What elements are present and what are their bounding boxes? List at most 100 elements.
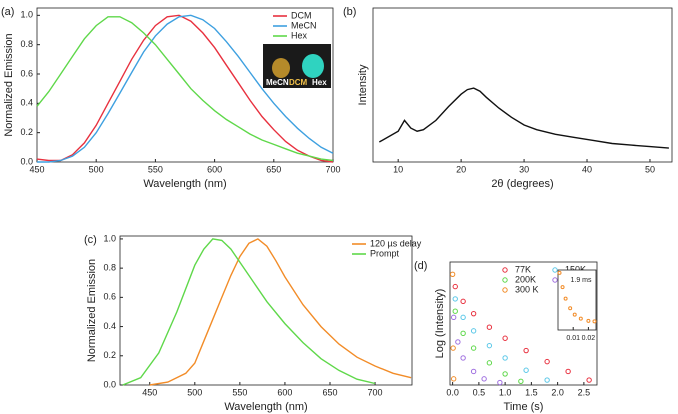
y-tick-label: 0.2	[20, 127, 33, 137]
y-tick-label: 1.0	[20, 10, 33, 20]
y-tick-label: 0.0	[103, 379, 116, 389]
x-tick-label: 500	[187, 387, 202, 397]
legend-label: 300 K	[515, 284, 539, 294]
x-tick-label: 1.5	[525, 387, 538, 397]
point	[544, 358, 550, 365]
legend-swatch	[502, 267, 508, 273]
point	[502, 371, 508, 377]
line	[37, 14, 334, 163]
point	[449, 271, 456, 277]
line	[149, 238, 412, 386]
legend-label: MeCN	[291, 20, 317, 30]
y-axis-label: Intensity	[357, 64, 369, 105]
point	[592, 319, 597, 324]
vial	[302, 54, 324, 78]
legend-label: 77K	[515, 264, 531, 274]
point	[450, 314, 457, 321]
point	[523, 347, 529, 354]
panel-label: (a)	[1, 6, 14, 18]
legend-swatch	[552, 267, 558, 273]
panel-label: (c)	[84, 234, 97, 246]
y-axis-label: Normalized Emission	[3, 33, 15, 136]
point	[568, 306, 573, 311]
x-tick-label: 40	[582, 164, 592, 174]
x-tick-label: 700	[325, 164, 340, 174]
panel-label: (b)	[343, 6, 356, 18]
point	[486, 360, 493, 366]
x-axis-label: Wavelength (nm)	[143, 178, 226, 190]
plot-frame	[372, 7, 673, 163]
x-axis-label: Wavelength (nm)	[224, 401, 307, 413]
y-tick-label: 0.0	[20, 156, 33, 166]
y-tick-label: 1.0	[103, 233, 116, 243]
x-tick-label: 10	[393, 164, 403, 174]
inset-label: MeCN	[266, 78, 289, 87]
y-axis-label: Log (Intensity)	[434, 289, 446, 359]
point	[460, 355, 466, 361]
x-tick-label: 20	[456, 164, 466, 174]
x-tick-label: 600	[277, 387, 292, 397]
x-tick-label: 450	[29, 164, 44, 174]
y-tick-label: 0.2	[103, 350, 116, 360]
y-tick-label: 0.6	[103, 292, 116, 302]
point	[481, 376, 487, 382]
legend-swatch	[502, 287, 508, 293]
x-tick-label: 0.02	[582, 335, 596, 342]
y-tick-label: 0.4	[20, 98, 33, 108]
x-tick-label: 1.0	[499, 387, 512, 397]
x-tick-label: 2.5	[578, 387, 591, 397]
point	[518, 378, 524, 385]
point	[452, 296, 458, 302]
point	[470, 345, 477, 351]
point	[497, 379, 503, 386]
legend-label: DCM	[291, 10, 312, 20]
legend-swatch	[502, 277, 508, 283]
point	[450, 376, 457, 382]
point	[502, 355, 508, 361]
point	[460, 298, 466, 305]
vial	[272, 58, 290, 78]
point	[450, 345, 456, 351]
y-tick-label: 0.6	[20, 68, 33, 78]
x-tick-label: 550	[232, 387, 247, 397]
point	[460, 314, 466, 321]
legend-swatch	[552, 277, 558, 283]
line	[122, 238, 376, 386]
x-tick-label: 550	[148, 164, 163, 174]
point	[452, 308, 458, 314]
x-axis-label: Time (s)	[504, 401, 544, 413]
x-tick-label: 700	[368, 387, 383, 397]
point	[470, 310, 477, 317]
point	[455, 339, 461, 345]
point	[563, 296, 568, 301]
y-tick-label: 0.8	[103, 263, 116, 273]
point	[460, 330, 466, 337]
point	[578, 316, 583, 321]
point	[586, 318, 591, 323]
point	[572, 312, 577, 317]
line	[36, 14, 334, 163]
point	[560, 285, 565, 290]
x-tick-label: 0.5	[473, 387, 486, 397]
x-tick-label: 500	[89, 164, 104, 174]
point	[470, 368, 477, 375]
x-tick-label: 600	[207, 164, 222, 174]
legend-label: Hex	[291, 30, 308, 40]
annotation: 1.9 ms	[570, 277, 592, 284]
inset-label: Hex	[312, 78, 327, 87]
line	[36, 16, 334, 162]
y-tick-label: 0.8	[20, 39, 33, 49]
x-tick-label: 0.0	[446, 387, 459, 397]
legend-label: 150K	[565, 264, 586, 274]
x-tick-label: 650	[322, 387, 337, 397]
point	[452, 283, 458, 290]
point	[565, 368, 571, 375]
point	[544, 377, 550, 383]
x-tick-label: 0.01	[566, 335, 580, 342]
y-tick-label: 0.4	[103, 321, 116, 331]
point	[523, 367, 529, 373]
legend-label: 120 µs delay	[370, 238, 422, 248]
x-tick-label: 2.0	[551, 387, 564, 397]
inset-label: DCM	[289, 78, 308, 87]
